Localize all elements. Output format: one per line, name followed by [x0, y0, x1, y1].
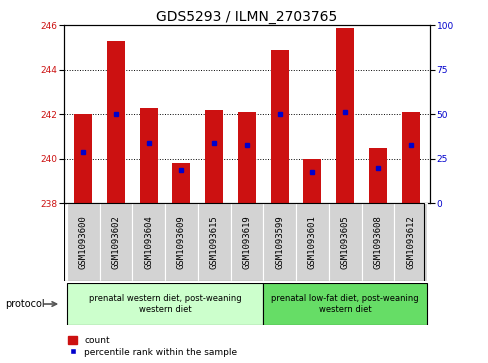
Title: GDS5293 / ILMN_2703765: GDS5293 / ILMN_2703765: [156, 11, 337, 24]
Legend: count, percentile rank within the sample: count, percentile rank within the sample: [68, 336, 237, 357]
Bar: [74, 114, 92, 203]
Text: GSM1093600: GSM1093600: [79, 215, 87, 269]
Text: prenatal low-fat diet, post-weaning
western diet: prenatal low-fat diet, post-weaning west…: [271, 294, 418, 314]
Text: GSM1093608: GSM1093608: [373, 215, 382, 269]
Bar: [295, 203, 328, 281]
Bar: [107, 41, 125, 203]
Text: GSM1093609: GSM1093609: [177, 215, 185, 269]
Bar: [132, 203, 165, 281]
Bar: [270, 50, 288, 203]
Text: protocol: protocol: [5, 299, 44, 309]
Bar: [263, 203, 295, 281]
Bar: [198, 203, 230, 281]
Text: GSM1093599: GSM1093599: [275, 215, 284, 269]
Text: GSM1093602: GSM1093602: [111, 215, 120, 269]
Text: GSM1093605: GSM1093605: [340, 215, 349, 269]
Bar: [393, 203, 426, 281]
Bar: [172, 163, 190, 203]
Bar: [100, 203, 132, 281]
Bar: [361, 203, 393, 281]
Text: GSM1093601: GSM1093601: [307, 215, 316, 269]
Bar: [67, 203, 100, 281]
Bar: [230, 203, 263, 281]
Text: prenatal western diet, post-weaning
western diet: prenatal western diet, post-weaning west…: [89, 294, 241, 314]
Bar: [263, 283, 426, 325]
Bar: [238, 112, 255, 203]
Bar: [303, 159, 321, 203]
Bar: [140, 108, 158, 203]
Bar: [328, 203, 361, 281]
Bar: [205, 110, 223, 203]
Bar: [67, 283, 263, 325]
Bar: [368, 148, 386, 203]
Bar: [335, 28, 353, 203]
Text: GSM1093619: GSM1093619: [242, 215, 251, 269]
Text: GSM1093615: GSM1093615: [209, 215, 218, 269]
Bar: [401, 112, 419, 203]
Text: GSM1093604: GSM1093604: [144, 215, 153, 269]
Text: GSM1093612: GSM1093612: [406, 215, 414, 269]
Bar: [165, 203, 198, 281]
